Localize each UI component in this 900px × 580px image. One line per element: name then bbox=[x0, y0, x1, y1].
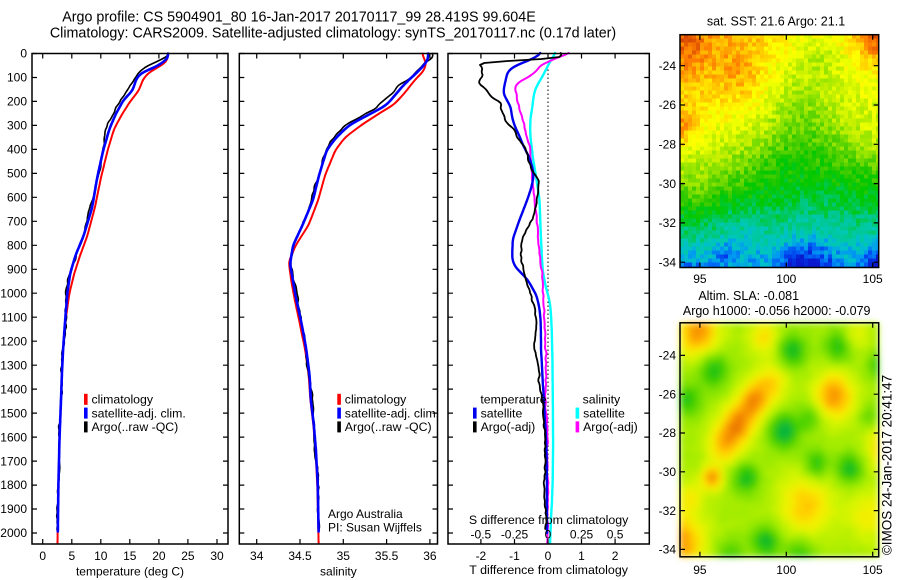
svg-text:400: 400 bbox=[7, 143, 27, 157]
svg-text:1400: 1400 bbox=[0, 382, 27, 396]
svg-text:-34: -34 bbox=[659, 543, 677, 557]
svg-text:-30: -30 bbox=[659, 177, 677, 191]
svg-text:Argo(-adj): Argo(-adj) bbox=[481, 420, 536, 434]
svg-text:30: 30 bbox=[210, 549, 224, 563]
svg-text:salinity: salinity bbox=[583, 393, 621, 407]
svg-text:500: 500 bbox=[7, 167, 27, 181]
svg-text:0: 0 bbox=[545, 528, 552, 542]
svg-text:2000: 2000 bbox=[0, 526, 27, 540]
svg-text:600: 600 bbox=[7, 191, 27, 205]
svg-text:Argo profile: CS 5904901_80 16: Argo profile: CS 5904901_80 16-Jan-2017 … bbox=[62, 10, 536, 26]
svg-text:temperature: temperature bbox=[480, 393, 546, 407]
svg-text:S difference from climatology: S difference from climatology bbox=[469, 513, 629, 527]
svg-text:100: 100 bbox=[7, 71, 27, 85]
svg-text:2: 2 bbox=[612, 549, 619, 563]
svg-text:Argo(..raw -QC): Argo(..raw -QC) bbox=[92, 420, 179, 434]
svg-text:1800: 1800 bbox=[0, 478, 27, 492]
svg-text:climatology: climatology bbox=[345, 393, 407, 407]
svg-text:sat. SST: 21.6 Argo: 21.1: sat. SST: 21.6 Argo: 21.1 bbox=[707, 15, 845, 29]
svg-text:-26: -26 bbox=[659, 387, 677, 401]
svg-text:Argo Australia: Argo Australia bbox=[328, 507, 403, 521]
svg-text:34.5: 34.5 bbox=[288, 549, 312, 563]
svg-text:35: 35 bbox=[337, 549, 351, 563]
svg-text:1700: 1700 bbox=[0, 454, 27, 468]
svg-text:1100: 1100 bbox=[1, 310, 27, 324]
svg-text:105: 105 bbox=[863, 563, 883, 577]
svg-text:800: 800 bbox=[7, 239, 27, 253]
svg-text:Climatology: CARS2009. Satelli: Climatology: CARS2009. Satellite-adjuste… bbox=[50, 26, 616, 42]
svg-text:-32: -32 bbox=[659, 504, 677, 518]
svg-text:Altim. SLA: -0.081: Altim. SLA: -0.081 bbox=[698, 289, 799, 303]
svg-text:0.5: 0.5 bbox=[607, 528, 624, 542]
svg-text:0: 0 bbox=[20, 47, 27, 61]
svg-text:1900: 1900 bbox=[0, 502, 27, 516]
svg-text:900: 900 bbox=[7, 263, 27, 277]
svg-text:0.25: 0.25 bbox=[570, 528, 594, 542]
svg-text:1600: 1600 bbox=[0, 430, 27, 444]
svg-text:100: 100 bbox=[776, 563, 796, 577]
svg-text:-2: -2 bbox=[476, 549, 487, 563]
svg-text:-1: -1 bbox=[509, 549, 520, 563]
svg-text:0: 0 bbox=[545, 549, 552, 563]
svg-text:satellite-adj. clim.: satellite-adj. clim. bbox=[345, 406, 439, 420]
svg-text:PI: Susan Wijffels: PI: Susan Wijffels bbox=[328, 521, 422, 535]
svg-text:-28: -28 bbox=[659, 138, 677, 152]
svg-text:Argo(..raw -QC): Argo(..raw -QC) bbox=[345, 420, 432, 434]
svg-text:5: 5 bbox=[68, 549, 75, 563]
svg-text:25: 25 bbox=[181, 549, 195, 563]
svg-text:Argo(-adj): Argo(-adj) bbox=[583, 420, 638, 434]
svg-text:15: 15 bbox=[123, 549, 137, 563]
svg-text:1200: 1200 bbox=[0, 334, 27, 348]
svg-text:1300: 1300 bbox=[0, 358, 27, 372]
svg-text:10: 10 bbox=[94, 549, 108, 563]
svg-text:satellite: satellite bbox=[583, 406, 625, 420]
svg-text:-0.25: -0.25 bbox=[501, 528, 529, 542]
svg-text:-0.5: -0.5 bbox=[471, 528, 492, 542]
svg-text:-24: -24 bbox=[659, 349, 677, 363]
svg-text:climatology: climatology bbox=[92, 393, 154, 407]
svg-text:Argo h1000: -0.056 h2000: -0.0: Argo h1000: -0.056 h2000: -0.079 bbox=[683, 304, 871, 318]
svg-text:©IMOS 24-Jan-2017 20:41:47: ©IMOS 24-Jan-2017 20:41:47 bbox=[880, 375, 895, 555]
svg-text:95: 95 bbox=[693, 272, 707, 286]
svg-text:-34: -34 bbox=[659, 255, 677, 269]
svg-text:34: 34 bbox=[250, 549, 264, 563]
svg-text:36: 36 bbox=[423, 549, 437, 563]
svg-text:satellite: satellite bbox=[481, 406, 523, 420]
svg-text:-26: -26 bbox=[659, 98, 677, 112]
svg-text:salinity: salinity bbox=[320, 565, 357, 579]
svg-text:satellite-adj. clim.: satellite-adj. clim. bbox=[92, 406, 186, 420]
svg-text:200: 200 bbox=[7, 95, 27, 109]
svg-text:1: 1 bbox=[578, 549, 585, 563]
svg-text:-28: -28 bbox=[659, 426, 677, 440]
svg-text:95: 95 bbox=[693, 563, 707, 577]
svg-text:20: 20 bbox=[152, 549, 166, 563]
svg-text:-30: -30 bbox=[659, 465, 677, 479]
svg-text:0: 0 bbox=[39, 549, 46, 563]
svg-text:temperature (deg C): temperature (deg C) bbox=[76, 565, 184, 579]
svg-text:-24: -24 bbox=[659, 59, 677, 73]
svg-text:100: 100 bbox=[776, 272, 796, 286]
svg-text:-32: -32 bbox=[659, 216, 677, 230]
svg-text:1500: 1500 bbox=[0, 406, 27, 420]
svg-text:1000: 1000 bbox=[0, 286, 27, 300]
svg-text:300: 300 bbox=[7, 119, 27, 133]
svg-text:35.5: 35.5 bbox=[375, 549, 399, 563]
svg-text:700: 700 bbox=[7, 215, 27, 229]
svg-text:T difference from climatology: T difference from climatology bbox=[469, 563, 628, 577]
svg-text:105: 105 bbox=[863, 272, 883, 286]
